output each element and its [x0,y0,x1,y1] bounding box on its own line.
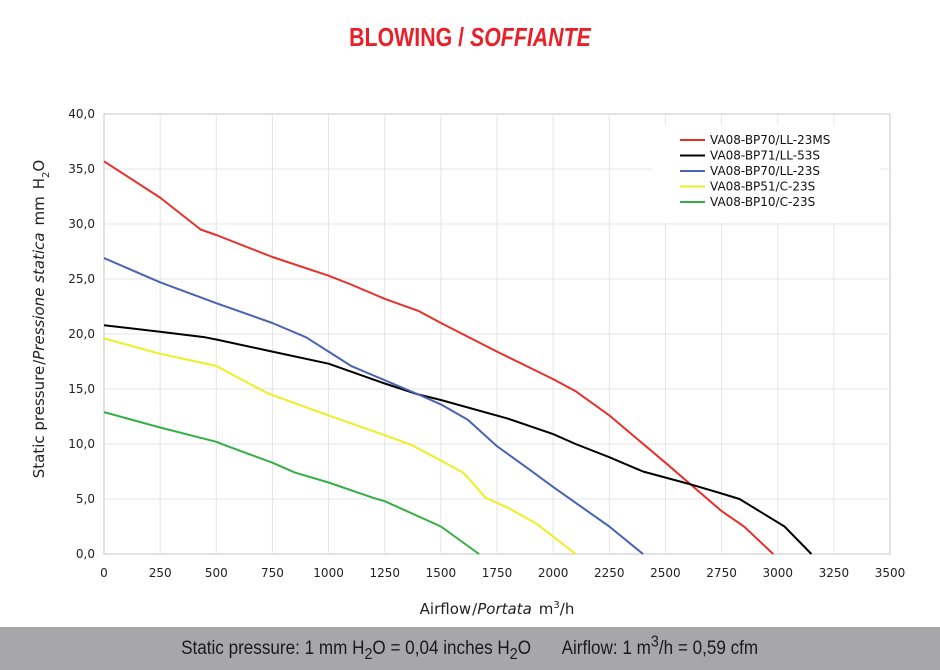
performance-chart: 0 250 500 750 1000 1250 1500 1750 2000 2250 2500 27… [30,107,905,618]
x-tick-label: 750 [261,566,284,580]
y-tick-label: 15,0 [68,382,95,396]
x-tick-label: 2250 [594,566,625,580]
series-line-va08-bp70-ll-23ms [103,160,774,555]
pressure-conversion: Static pressure: 1 mm H2O = 0,04 inches … [181,637,532,663]
airflow-conversion: Airflow: 1 m3/h = 0,59 cfm [561,633,759,659]
y-tick-labels: 0,0 5,0 10,0 15,0 20,0 25,0 30,0 35,0 40,0 [68,107,95,561]
x-tick-label: 1250 [369,566,400,580]
y-tick-label: 40,0 [68,107,95,121]
y-tick-label: 30,0 [68,217,95,231]
series-line-va08-bp71-ll-53s [103,324,813,555]
y-tick-label: 0,0 [76,547,95,561]
x-tick-label: 2500 [650,566,681,580]
x-tick-label: 3250 [819,566,850,580]
x-axis-label: Airflow/Portata m3/h [420,600,575,618]
legend-label: VA08-BP71/LL-53S [710,149,820,163]
x-tick-labels: 0 250 500 750 1000 1250 1500 1750 2000 2250 2500 27… [100,566,905,580]
y-tick-label: 25,0 [68,272,95,286]
y-tick-label: 20,0 [68,327,95,341]
legend-label: VA08-BP51/C-23S [710,180,815,194]
x-tick-label: 2000 [538,566,569,580]
x-tick-label: 0 [100,566,108,580]
x-tick-label: 1500 [426,566,457,580]
y-tick-label: 10,0 [68,437,95,451]
y-tick-label: 5,0 [76,492,95,506]
legend-label: VA08-BP70/LL-23MS [710,133,830,147]
legend-label: VA08-BP10/C-23S [710,195,815,209]
legend-box [652,125,880,223]
x-tick-label: 2750 [706,566,737,580]
legend-label: VA08-BP70/LL-23S [710,164,820,178]
series-line-va08-bp51-c-23s [103,337,577,555]
series-line-va08-bp70-ll-23s [103,257,644,555]
series-layer [103,160,813,555]
x-tick-label: 1000 [313,566,344,580]
series-line-va08-bp10-c-23s [103,411,480,555]
x-tick-label: 3000 [762,566,793,580]
y-tick-label: 35,0 [68,162,95,176]
x-tick-label: 500 [205,566,228,580]
legend: VA08-BP70/LL-23MSVA08-BP71/LL-53SVA08-BP… [652,125,880,223]
x-tick-label: 3500 [875,566,906,580]
conversion-footer: Static pressure: 1 mm H2O = 0,04 inches … [0,627,940,670]
x-tick-label: 250 [149,566,172,580]
chart-title: BLOWING / SOFFIANTE [349,22,591,52]
x-tick-label: 1750 [482,566,513,580]
y-axis-label: Static pressure/Pressione staticammH2O [30,160,52,479]
